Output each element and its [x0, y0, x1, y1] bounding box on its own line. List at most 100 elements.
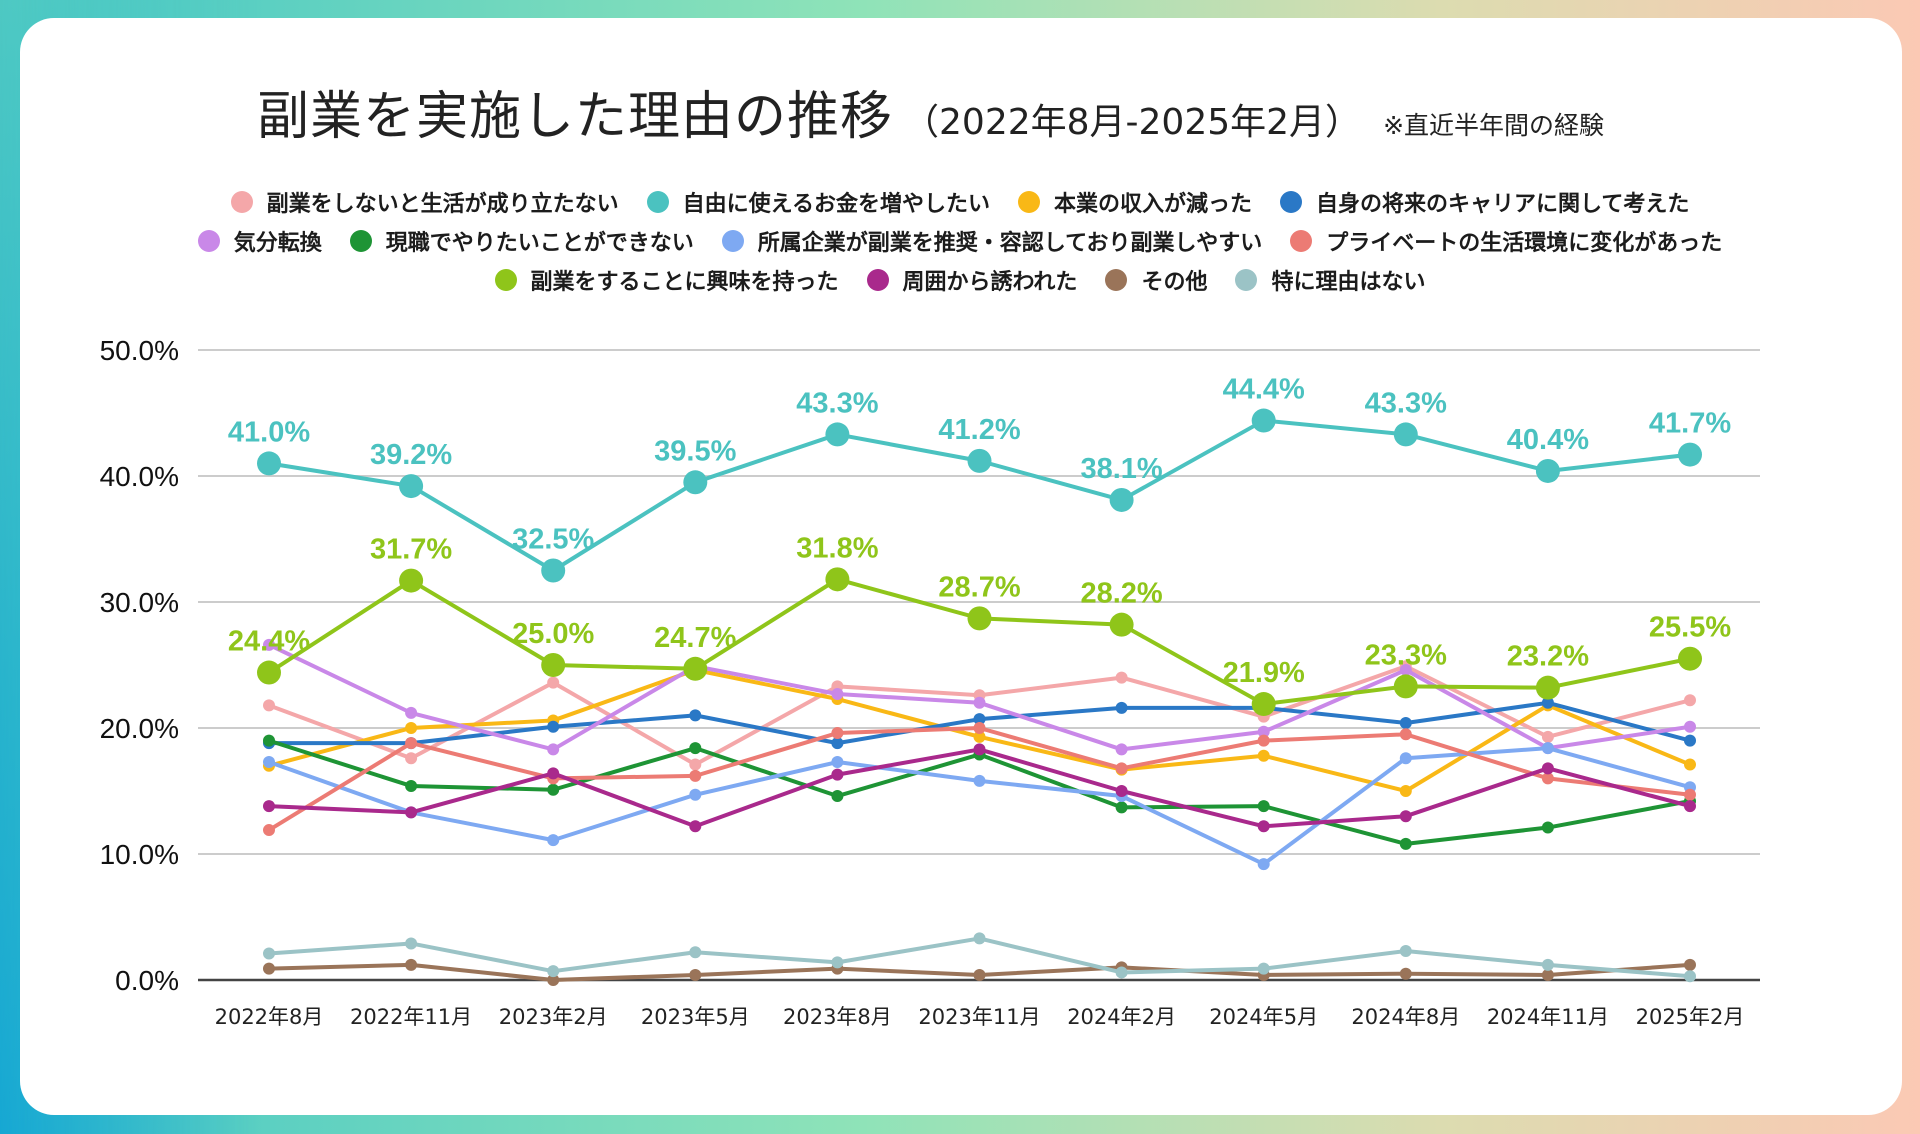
x-tick-label: 2024年11月: [1487, 1005, 1609, 1029]
data-point: [263, 699, 275, 712]
legend-item[interactable]: 自由に使えるお金を増やしたい: [646, 186, 990, 218]
legend-item[interactable]: 特に理由はない: [1235, 264, 1425, 296]
x-tick-label: 2023年11月: [918, 1005, 1040, 1029]
legend-item[interactable]: 自身の将来のキャリアに関して考えた: [1280, 186, 1689, 218]
legend-item[interactable]: 副業をしないと生活が成り立たない: [230, 186, 619, 218]
data-point: [973, 743, 986, 756]
data-point: [967, 606, 992, 631]
data-point: [405, 937, 418, 950]
legend-item[interactable]: 周囲から誘われた: [866, 264, 1077, 296]
chart-title: 副業を実施した理由の推移 （2022年8月-2025年2月） ※直近半年間の経験: [257, 74, 1604, 149]
legend-label: その他: [1141, 269, 1208, 295]
data-label: 28.7%: [938, 571, 1020, 603]
data-point: [1257, 858, 1270, 871]
data-point: [399, 474, 424, 499]
data-point: [1541, 696, 1554, 709]
data-point: [547, 974, 560, 986]
data-point: [689, 709, 702, 722]
data-point: [405, 779, 418, 792]
data-point: [1541, 742, 1554, 755]
data-label: 41.2%: [938, 414, 1020, 446]
data-point: [1115, 701, 1128, 714]
data-point: [1535, 458, 1560, 483]
data-label: 24.7%: [654, 622, 736, 654]
legend-label: 副業をしないと生活が成り立たない: [266, 191, 619, 217]
data-point: [1251, 408, 1276, 433]
data-label: 44.4%: [1223, 374, 1305, 406]
data-point: [1109, 487, 1134, 512]
y-tick-label: 0.0%: [115, 965, 179, 996]
data-point: [1399, 837, 1412, 850]
legend-item[interactable]: 気分転換: [197, 225, 322, 257]
y-tick-label: 50.0%: [100, 335, 179, 366]
data-point: [831, 756, 844, 769]
legend-item[interactable]: プライベートの生活環境に変化があった: [1290, 225, 1722, 257]
data-point: [683, 470, 708, 495]
data-label: 41.0%: [228, 416, 310, 448]
legend-item[interactable]: 所属企業が副業を推奨・容認しており副業しやすい: [721, 225, 1263, 257]
legend-swatch-icon: [1280, 190, 1303, 213]
data-point: [1257, 749, 1270, 762]
data-point: [1684, 720, 1696, 733]
legend-label: 自身の将来のキャリアに関して考えた: [1316, 191, 1690, 217]
data-point: [973, 730, 986, 743]
y-tick-label: 10.0%: [100, 839, 179, 870]
data-point: [689, 742, 702, 755]
data-point: [683, 656, 708, 681]
data-point: [547, 743, 560, 756]
data-point: [1684, 694, 1696, 707]
legend-label: 所属企業が副業を推奨・容認しており副業しやすい: [757, 230, 1263, 256]
x-tick-label: 2022年8月: [215, 1005, 324, 1029]
legend-swatch-icon: [494, 268, 517, 291]
data-point: [973, 713, 986, 726]
data-label: 43.3%: [796, 387, 878, 419]
legend-row: 副業をしないと生活が成り立たない 自由に使えるお金を増やしたい 本業の収入が減った 自…: [0, 182, 1920, 221]
legend-item[interactable]: 本業の収入が減った: [1018, 186, 1252, 218]
data-point: [263, 800, 275, 813]
legend-swatch-icon: [230, 190, 253, 213]
data-point: [547, 676, 560, 689]
data-point: [1251, 692, 1276, 717]
data-point: [1684, 758, 1696, 771]
data-point: [1684, 970, 1696, 983]
data-point: [1541, 772, 1554, 785]
x-tick-label: 2022年11月: [350, 1005, 472, 1029]
legend-item[interactable]: 現職でやりたいことができない: [349, 225, 694, 257]
data-point: [263, 638, 275, 651]
legend-label: 副業をすることに興味を持った: [530, 269, 839, 295]
data-label: 21.9%: [1223, 657, 1305, 689]
data-point: [1541, 958, 1554, 971]
data-point: [831, 727, 844, 740]
legend-item[interactable]: その他: [1105, 264, 1207, 296]
data-label: 31.7%: [370, 534, 452, 566]
legend-item[interactable]: 副業をすることに興味を持った: [494, 264, 839, 296]
data-point: [1678, 646, 1702, 671]
data-point: [973, 774, 986, 787]
x-tick-label: 2024年8月: [1351, 1005, 1460, 1029]
legend-swatch-icon: [866, 268, 889, 291]
data-point: [541, 558, 566, 583]
data-point: [973, 722, 986, 734]
y-tick-label: 20.0%: [100, 713, 179, 744]
legend-row: 気分転換 現職でやりたいことができない 所属企業が副業を推奨・容認しており副業しやす…: [0, 221, 1920, 260]
data-point: [825, 567, 850, 592]
data-label: 38.1%: [1080, 453, 1162, 485]
data-point: [547, 965, 560, 978]
legend: 副業をしないと生活が成り立たない 自由に使えるお金を増やしたい 本業の収入が減った 自…: [0, 182, 1920, 299]
data-label: 39.5%: [654, 435, 736, 467]
legend-label: プライベートの生活環境に変化があった: [1326, 230, 1723, 256]
data-label: 25.0%: [512, 618, 594, 650]
data-label: 23.2%: [1507, 641, 1589, 673]
title-main: 副業を実施した理由の推移: [257, 87, 894, 147]
data-point: [1684, 800, 1696, 813]
data-point: [405, 722, 418, 734]
data-label: 24.4%: [228, 626, 310, 658]
data-point: [1115, 671, 1128, 684]
data-point: [263, 947, 275, 960]
data-point: [1257, 820, 1270, 833]
data-point: [1399, 752, 1412, 765]
data-point: [967, 448, 992, 473]
data-point: [831, 737, 844, 750]
data-point: [1399, 967, 1412, 980]
